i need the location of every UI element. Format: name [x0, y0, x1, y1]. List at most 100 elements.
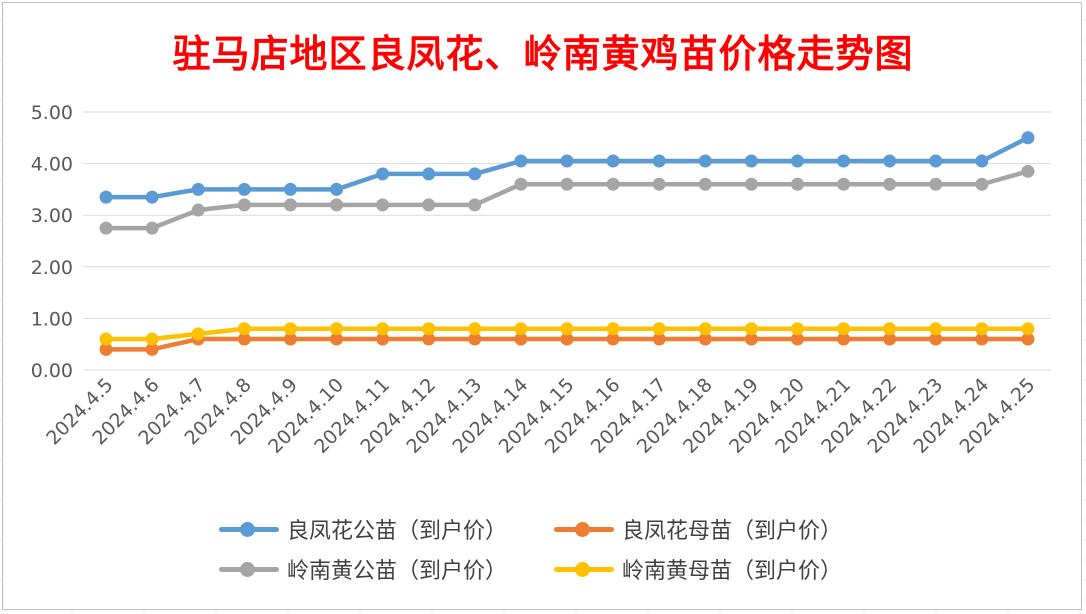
data-point[interactable] [237, 332, 251, 346]
data-point[interactable] [975, 154, 989, 168]
data-point[interactable] [99, 342, 113, 356]
data-point[interactable] [560, 322, 574, 336]
data-point[interactable] [790, 154, 804, 168]
series-1[interactable] [99, 131, 1035, 204]
data-point[interactable] [422, 198, 436, 212]
data-point[interactable] [330, 182, 344, 196]
data-point[interactable] [1021, 332, 1035, 346]
data-point[interactable] [560, 154, 574, 168]
data-point[interactable] [468, 322, 482, 336]
data-point[interactable] [330, 322, 344, 336]
data-point[interactable] [145, 190, 159, 204]
data-point[interactable] [237, 198, 251, 212]
data-point[interactable] [652, 322, 666, 336]
data-point[interactable] [929, 177, 943, 191]
y-tick-label: 0.00 [31, 360, 73, 382]
data-point[interactable] [468, 167, 482, 181]
data-point[interactable] [975, 332, 989, 346]
data-point[interactable] [468, 198, 482, 212]
series-4[interactable] [99, 322, 1035, 346]
data-point[interactable] [883, 332, 897, 346]
data-point[interactable] [837, 177, 851, 191]
data-point[interactable] [514, 177, 528, 191]
data-point[interactable] [145, 332, 159, 346]
data-point[interactable] [560, 177, 574, 191]
data-point[interactable] [790, 177, 804, 191]
data-point[interactable] [468, 332, 482, 346]
data-point[interactable] [883, 177, 897, 191]
legend-label: 岭南黄母苗（到户价） [622, 559, 843, 584]
data-point[interactable] [283, 322, 297, 336]
data-point[interactable] [514, 154, 528, 168]
data-point[interactable] [606, 332, 620, 346]
data-point[interactable] [376, 322, 390, 336]
data-point[interactable] [929, 322, 943, 336]
legend-line-marker-icon [548, 555, 618, 583]
series-3[interactable] [99, 164, 1035, 235]
data-point[interactable] [560, 332, 574, 346]
data-point[interactable] [191, 203, 205, 217]
data-point[interactable] [99, 221, 113, 235]
data-point[interactable] [191, 182, 205, 196]
data-point[interactable] [145, 342, 159, 356]
data-point[interactable] [99, 332, 113, 346]
data-point[interactable] [283, 182, 297, 196]
legend-line-marker-icon [213, 515, 283, 543]
data-point[interactable] [652, 177, 666, 191]
data-point[interactable] [283, 332, 297, 346]
data-point[interactable] [330, 198, 344, 212]
legend-item[interactable]: 良凤花母苗（到户价） [548, 515, 883, 544]
data-point[interactable] [698, 332, 712, 346]
data-point[interactable] [698, 322, 712, 336]
series-2[interactable] [99, 332, 1035, 356]
legend-item[interactable]: 良凤花公苗（到户价） [213, 515, 548, 544]
data-point[interactable] [606, 154, 620, 168]
data-point[interactable] [652, 332, 666, 346]
legend-item[interactable]: 岭南黄公苗（到户价） [213, 555, 548, 584]
y-tick-label: 2.00 [31, 257, 73, 279]
data-point[interactable] [330, 332, 344, 346]
data-point[interactable] [514, 332, 528, 346]
legend-label: 岭南黄公苗（到户价） [287, 559, 508, 584]
data-point[interactable] [883, 154, 897, 168]
data-point[interactable] [422, 322, 436, 336]
chart-legend[interactable]: 良凤花公苗（到户价） 良凤花母苗（到户价） 岭南黄公苗（到户价） 岭南黄母苗（到户价） [213, 515, 913, 584]
data-point[interactable] [1021, 131, 1035, 145]
data-point[interactable] [837, 322, 851, 336]
data-point[interactable] [744, 177, 758, 191]
data-point[interactable] [837, 332, 851, 346]
data-point[interactable] [790, 332, 804, 346]
data-point[interactable] [652, 154, 666, 168]
data-point[interactable] [929, 154, 943, 168]
data-point[interactable] [744, 332, 758, 346]
data-point[interactable] [422, 167, 436, 181]
data-point[interactable] [975, 322, 989, 336]
data-point[interactable] [237, 182, 251, 196]
data-point[interactable] [698, 154, 712, 168]
data-point[interactable] [422, 332, 436, 346]
data-point[interactable] [237, 322, 251, 336]
data-point[interactable] [376, 167, 390, 181]
data-point[interactable] [1021, 322, 1035, 336]
data-point[interactable] [191, 327, 205, 341]
data-point[interactable] [883, 322, 897, 336]
data-point[interactable] [99, 190, 113, 204]
data-point[interactable] [929, 332, 943, 346]
data-point[interactable] [514, 322, 528, 336]
data-point[interactable] [606, 177, 620, 191]
data-point[interactable] [698, 177, 712, 191]
data-point[interactable] [376, 198, 390, 212]
data-point[interactable] [376, 332, 390, 346]
data-point[interactable] [145, 221, 159, 235]
data-point[interactable] [790, 322, 804, 336]
data-point[interactable] [283, 198, 297, 212]
legend-item[interactable]: 岭南黄母苗（到户价） [548, 555, 883, 584]
data-point[interactable] [975, 177, 989, 191]
data-point[interactable] [837, 154, 851, 168]
data-point[interactable] [1021, 164, 1035, 178]
data-point[interactable] [606, 322, 620, 336]
data-point[interactable] [744, 154, 758, 168]
data-point[interactable] [744, 322, 758, 336]
